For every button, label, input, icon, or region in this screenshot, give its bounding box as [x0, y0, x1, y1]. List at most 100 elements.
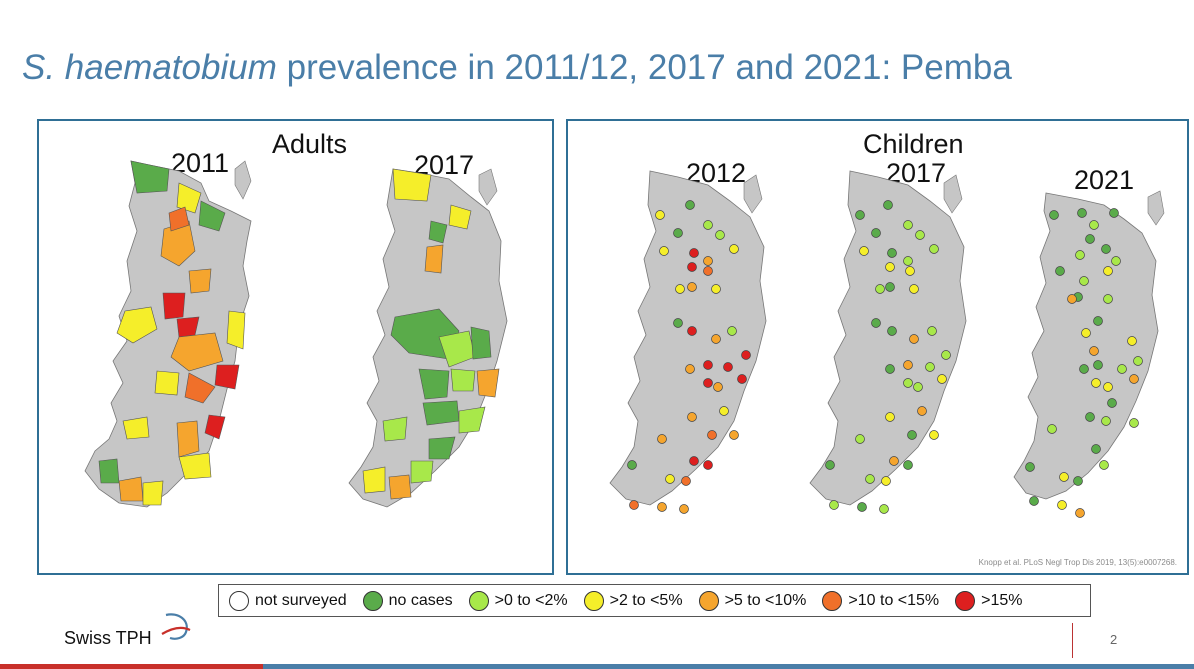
site-dot [903, 378, 913, 388]
swiss-tph-logo: Swiss TPH [64, 628, 152, 648]
island-shape [609, 170, 767, 506]
islet [234, 160, 252, 200]
site-dot [675, 284, 685, 294]
region-y [362, 466, 386, 494]
site-dot [673, 318, 683, 328]
region-y [154, 370, 180, 396]
footer-divider [1072, 623, 1073, 658]
site-dot [913, 382, 923, 392]
site-dot [1081, 328, 1091, 338]
site-dot [855, 434, 865, 444]
site-dot [903, 360, 913, 370]
page-title: S. haematobium prevalence in 2011/12, 20… [22, 48, 1012, 87]
site-dot [903, 256, 913, 266]
site-dot [871, 318, 881, 328]
site-dot [1101, 416, 1111, 426]
site-dot [865, 474, 875, 484]
region-lg [458, 406, 486, 434]
page-number: 2 [1110, 632, 1118, 647]
site-dot [703, 266, 713, 276]
site-dot [909, 284, 919, 294]
site-dot [1073, 476, 1083, 486]
site-dot [1093, 360, 1103, 370]
legend-swatch [822, 590, 843, 611]
region-o [424, 244, 444, 274]
region-r [214, 364, 240, 390]
site-dot [737, 374, 747, 384]
site-dot [925, 362, 935, 372]
site-dot [703, 220, 713, 230]
site-dot [909, 334, 919, 344]
site-dot [703, 460, 713, 470]
site-dot [875, 284, 885, 294]
site-dot [1099, 460, 1109, 470]
children-panel: Children 2012 2017 2021 Knopp et al. PLo… [566, 119, 1189, 575]
legend-swatch [698, 590, 719, 611]
footer-bar-red [0, 664, 263, 669]
swiss-tph-logo-mark [161, 613, 191, 640]
region-nc [130, 160, 170, 194]
site-dot [657, 502, 667, 512]
site-dot [655, 210, 665, 220]
site-dot [883, 200, 893, 210]
site-dot [1103, 382, 1113, 392]
region-lg [410, 460, 434, 484]
site-dot [1091, 378, 1101, 388]
site-dot [1047, 424, 1057, 434]
site-dot [703, 360, 713, 370]
islet [1147, 190, 1165, 226]
site-dot [657, 434, 667, 444]
children-label: Children [863, 129, 964, 159]
site-dot [885, 262, 895, 272]
site-dot [627, 460, 637, 470]
region-y [392, 168, 432, 202]
site-dot [871, 228, 881, 238]
map-adults-2011 [84, 160, 252, 508]
adults-panel: Adults 2011 2017 [37, 119, 554, 575]
site-dot [711, 284, 721, 294]
site-dot [687, 412, 697, 422]
site-dot [689, 456, 699, 466]
site-dot [915, 230, 925, 240]
site-dot [679, 504, 689, 514]
legend-item: >2 to <5% [583, 590, 683, 611]
map-adults-2017 [348, 168, 508, 508]
site-dot [889, 456, 899, 466]
region-o [176, 420, 200, 458]
site-dot [1107, 398, 1117, 408]
site-dot [887, 248, 897, 258]
site-dot [1079, 276, 1089, 286]
island-shape [809, 170, 967, 506]
site-dot [703, 378, 713, 388]
region-y [176, 182, 202, 214]
site-dot [723, 362, 733, 372]
site-dot [1103, 294, 1113, 304]
region-lg [382, 416, 408, 442]
site-dot [927, 326, 937, 336]
legend-item: >5 to <10% [698, 590, 806, 611]
region-y [122, 416, 150, 440]
legend-swatch [229, 590, 249, 611]
site-dot [855, 210, 865, 220]
site-dot [917, 406, 927, 416]
region-nc [198, 200, 226, 232]
legend: not surveyed no cases >0 to <2% >2 to <5… [218, 584, 1091, 617]
region-y [226, 310, 246, 350]
site-dot [1111, 256, 1121, 266]
site-dot [1133, 356, 1143, 366]
site-dot [715, 230, 725, 240]
legend-swatch [362, 590, 383, 611]
legend-item: >10 to <15% [822, 590, 939, 611]
site-dot [729, 244, 739, 254]
site-dot [905, 266, 915, 276]
legend-item: not surveyed [229, 590, 347, 611]
site-dot [729, 430, 739, 440]
site-dot [1079, 364, 1089, 374]
site-dot [1093, 316, 1103, 326]
site-dot [707, 430, 717, 440]
map-children-2017 [809, 170, 967, 514]
site-dot [941, 350, 951, 360]
site-dot [1129, 418, 1139, 428]
site-dot [1025, 462, 1035, 472]
site-dot [879, 504, 889, 514]
